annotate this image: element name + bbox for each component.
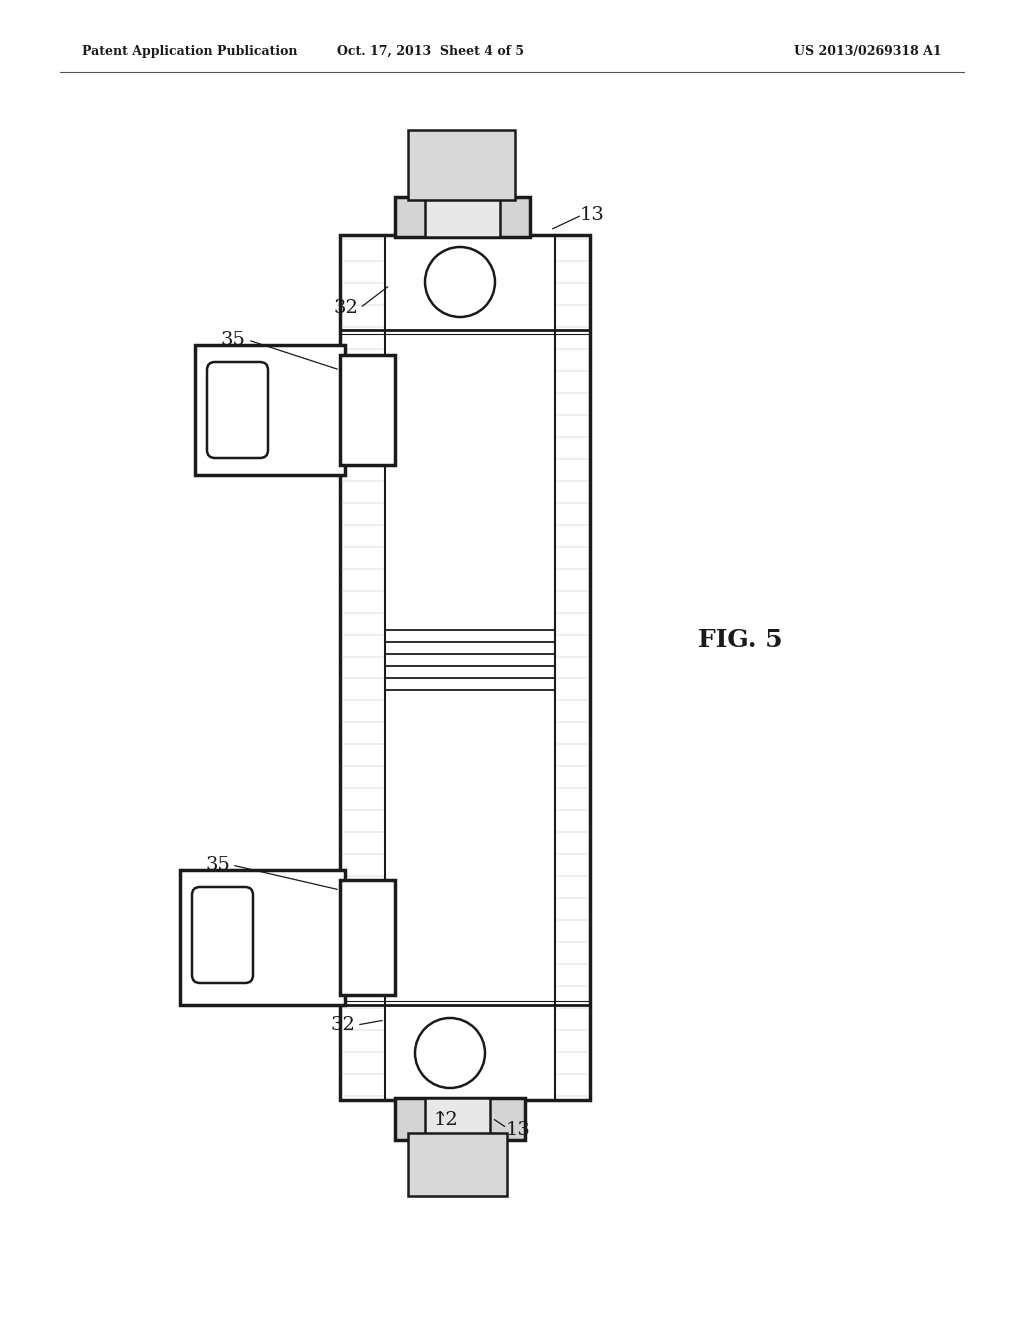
Bar <box>395 1098 525 1140</box>
Bar <box>408 129 515 201</box>
Text: FIG. 5: FIG. 5 <box>697 628 782 652</box>
Text: 35: 35 <box>220 331 245 348</box>
Text: 12: 12 <box>433 1111 459 1129</box>
Bar <box>340 355 395 465</box>
Bar <box>340 880 395 995</box>
Circle shape <box>425 247 495 317</box>
Text: 32: 32 <box>333 300 358 317</box>
Circle shape <box>415 1018 485 1088</box>
Bar <box>395 197 530 238</box>
FancyBboxPatch shape <box>207 362 268 458</box>
Text: US 2013/0269318 A1: US 2013/0269318 A1 <box>795 45 942 58</box>
Text: 35: 35 <box>205 855 230 874</box>
Text: Oct. 17, 2013  Sheet 4 of 5: Oct. 17, 2013 Sheet 4 of 5 <box>337 45 523 58</box>
Bar <box>180 870 345 1005</box>
Bar <box>195 345 345 475</box>
Text: 13: 13 <box>580 206 605 224</box>
Bar <box>425 140 500 238</box>
Bar <box>425 1098 490 1185</box>
FancyBboxPatch shape <box>193 887 253 983</box>
Bar <box>340 235 590 1100</box>
Bar <box>408 1133 507 1196</box>
Text: Patent Application Publication: Patent Application Publication <box>82 45 297 58</box>
Text: 13: 13 <box>506 1121 530 1139</box>
Text: 32: 32 <box>330 1016 355 1034</box>
